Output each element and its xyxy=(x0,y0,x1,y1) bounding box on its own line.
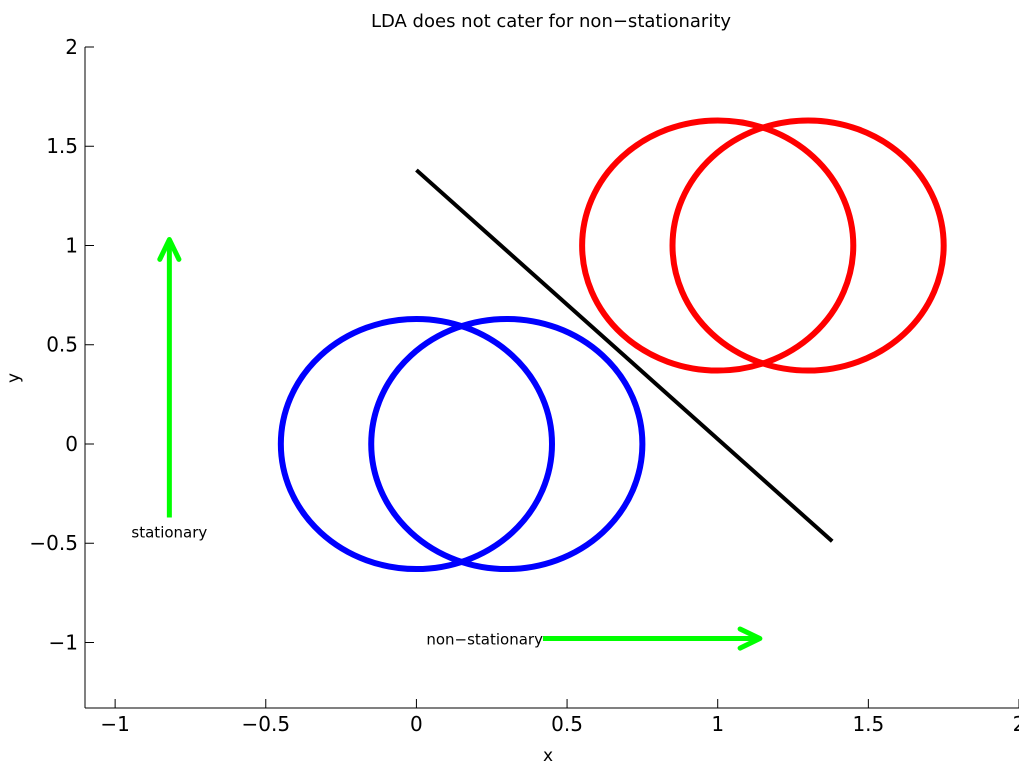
arrow-head xyxy=(737,626,763,651)
y-tick-label: 1.5 xyxy=(46,134,78,158)
chart-title: LDA does not cater for non−stationarity xyxy=(371,11,731,32)
arrow-label: stationary xyxy=(131,523,207,541)
x-tick-label: 1.5 xyxy=(852,712,884,736)
x-axis-label: x xyxy=(543,746,553,765)
y-tick-label: 0 xyxy=(65,432,78,456)
class-contour-2 xyxy=(368,315,646,573)
arrow-label: non−stationary xyxy=(426,631,543,649)
x-tick-label: 1 xyxy=(711,712,724,736)
y-tick-label: 0.5 xyxy=(46,333,78,357)
x-tick-label: −0.5 xyxy=(241,712,290,736)
x-tick-label: 0.5 xyxy=(551,712,583,736)
plot-area: stationary non−stationary xyxy=(131,117,947,651)
y-tick-label: −1 xyxy=(49,630,78,654)
x-tick-label: −1 xyxy=(100,712,129,736)
class-contour-4 xyxy=(669,117,947,374)
decision-boundary-line xyxy=(415,168,834,543)
y-tick-label: 1 xyxy=(65,233,78,257)
x-tick-label: 2 xyxy=(1013,712,1019,736)
x-tick-label: 0 xyxy=(410,712,423,736)
y-axis-label: y xyxy=(4,373,24,383)
arrow-1: stationary xyxy=(131,237,207,541)
class-contour-3 xyxy=(579,117,857,374)
arrow-2: non−stationary xyxy=(426,626,763,651)
axis-ticks: −1 −0.5 0 0.5 1 1.5 2 −1 −0.5 0 0.5 1 1.5 2 xyxy=(29,35,1019,736)
y-tick-label: 2 xyxy=(65,35,78,59)
arrow-head xyxy=(157,237,182,262)
y-tick-label: −0.5 xyxy=(29,531,78,555)
class-contour-1 xyxy=(277,315,555,573)
